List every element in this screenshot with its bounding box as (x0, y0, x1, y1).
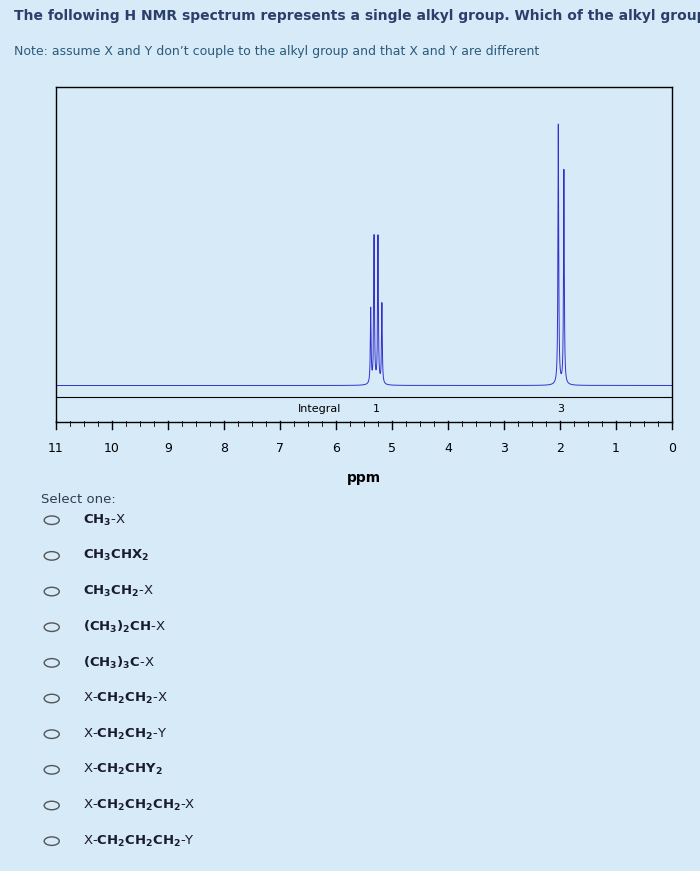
Text: $\bf{CH_3CHX_2}$: $\bf{CH_3CHX_2}$ (83, 549, 149, 564)
Text: 1: 1 (373, 404, 380, 414)
Text: X-$\bf{CH_2CH_2}$-X: X-$\bf{CH_2CH_2}$-X (83, 691, 167, 706)
Text: 11: 11 (48, 442, 64, 456)
Text: Select one:: Select one: (41, 493, 116, 506)
Text: 4: 4 (444, 442, 452, 456)
Text: 5: 5 (388, 442, 396, 456)
Text: Note: assume X and Y don’t couple to the alkyl group and that X and Y are differ: Note: assume X and Y don’t couple to the… (14, 44, 539, 57)
Text: X-$\bf{CH_2CH_2CH_2}$-X: X-$\bf{CH_2CH_2CH_2}$-X (83, 798, 195, 813)
Text: 8: 8 (220, 442, 228, 456)
Text: 10: 10 (104, 442, 120, 456)
Text: 3: 3 (558, 404, 565, 414)
Text: $\bf{(CH_3)_2CH}$-X: $\bf{(CH_3)_2CH}$-X (83, 619, 166, 635)
Text: $\bf{(CH_3)_3C}$-X: $\bf{(CH_3)_3C}$-X (83, 655, 155, 671)
Text: 6: 6 (332, 442, 340, 456)
Text: 7: 7 (276, 442, 284, 456)
Text: 3: 3 (500, 442, 508, 456)
Text: X-$\bf{CH_2CH_2}$-Y: X-$\bf{CH_2CH_2}$-Y (83, 726, 167, 742)
Text: X-$\bf{CH_2CH_2CH_2}$-Y: X-$\bf{CH_2CH_2CH_2}$-Y (83, 834, 195, 848)
Text: ppm: ppm (347, 471, 381, 485)
Text: 1: 1 (612, 442, 620, 456)
Text: The following H NMR spectrum represents a single alkyl group. Which of the alkyl: The following H NMR spectrum represents … (14, 9, 700, 23)
Text: $\bf{CH_3}$-X: $\bf{CH_3}$-X (83, 513, 126, 528)
Text: X-$\bf{CH_2CHY_2}$: X-$\bf{CH_2CHY_2}$ (83, 762, 162, 778)
Text: Integral: Integral (298, 404, 341, 414)
Text: 2: 2 (556, 442, 564, 456)
Text: 9: 9 (164, 442, 172, 456)
Text: 0: 0 (668, 442, 676, 456)
Text: $\bf{CH_3CH_2}$-X: $\bf{CH_3CH_2}$-X (83, 584, 153, 599)
